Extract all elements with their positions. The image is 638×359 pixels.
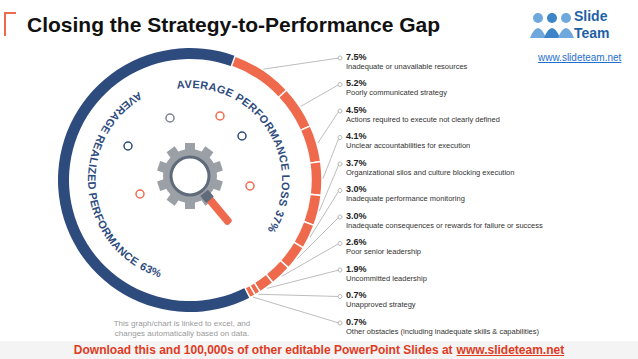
svg-text:Closing the Strategy-to-Perfor: Closing the Strategy-to-Performance Gap: [27, 13, 440, 36]
svg-text:Poorly communicated strategy: Poorly communicated strategy: [346, 88, 447, 97]
svg-text:3.0%: 3.0%: [346, 211, 367, 221]
svg-text:0.7%: 0.7%: [346, 290, 367, 300]
svg-text:Actions required to execute no: Actions required to execute not clearly …: [346, 115, 500, 124]
svg-text:3.7%: 3.7%: [346, 158, 367, 168]
svg-text:Inadequate consequences or rew: Inadequate consequences or rewards for f…: [346, 221, 543, 230]
svg-text:7.5%: 7.5%: [346, 52, 367, 62]
svg-text:Organizational silos and cultu: Organizational silos and culture blockin…: [346, 168, 514, 177]
html-text:This graph/chart is linked to: This graph/chart is linked to excel, and…: [113, 319, 251, 338]
svg-text:Uncommitted leadership: Uncommitted leadership: [346, 274, 427, 283]
html-text:Download this and 100,000s of: Download this and 100,000s of other edit…: [73, 343, 565, 357]
svg-text:AVERAGE REALIZED PERFORMANCE63: AVERAGE REALIZED PERFORMANCE63%: [86, 90, 163, 280]
svg-text:Unapproved strategy: Unapproved strategy: [346, 300, 416, 309]
html-text:Slide: Slide: [574, 8, 608, 24]
svg-text:AVERAGE PERFORMANCE LOSS37%: AVERAGE PERFORMANCE LOSS37%: [176, 78, 292, 235]
svg-text:3.0%: 3.0%: [346, 184, 367, 194]
svg-text:Unclear accountabilities for e: Unclear accountabilities for execution: [346, 141, 470, 150]
svg-text:Inadequate or unavailable reso: Inadequate or unavailable resources: [346, 62, 468, 71]
svg-text:4.5%: 4.5%: [346, 105, 367, 115]
svg-text:2.6%: 2.6%: [346, 237, 367, 247]
svg-text:Inadequate performance monitor: Inadequate performance monitoring: [346, 194, 465, 203]
html-text:www.slideteam.net: www.slideteam.net: [538, 52, 622, 63]
html-text:Team: Team: [574, 25, 610, 41]
svg-text:Other obstacles (including ina: Other obstacles (including inadequate sk…: [346, 327, 540, 336]
svg-text:5.2%: 5.2%: [346, 78, 367, 88]
svg-text:4.1%: 4.1%: [346, 131, 367, 141]
svg-text:0.7%: 0.7%: [346, 317, 367, 327]
svg-text:1.9%: 1.9%: [346, 264, 367, 274]
svg-text:Poor senior leadership: Poor senior leadership: [346, 247, 421, 256]
